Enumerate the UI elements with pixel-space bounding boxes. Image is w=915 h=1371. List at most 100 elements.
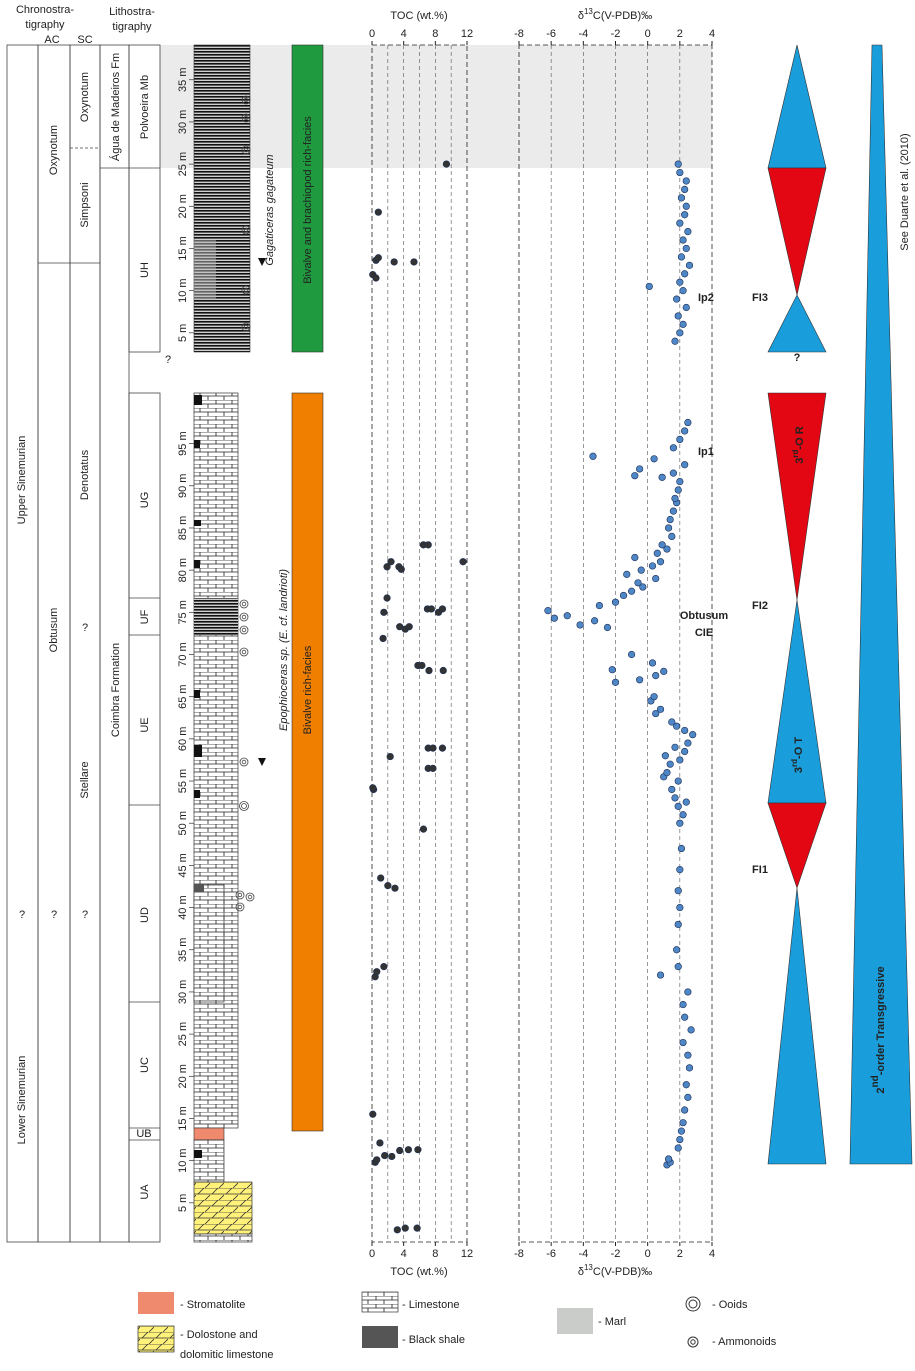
data-point [668, 785, 676, 794]
data-point [689, 731, 697, 739]
data-point [671, 743, 679, 751]
height-label: 35 m [177, 68, 189, 92]
data-point [674, 160, 682, 168]
data-point [563, 612, 571, 620]
data-point [652, 709, 660, 718]
data-point [595, 601, 604, 610]
data-point [611, 598, 620, 606]
data-point [631, 553, 639, 562]
unit: UC [139, 1057, 151, 1073]
data-point [576, 621, 584, 629]
data-point [386, 752, 394, 761]
data-point [391, 884, 399, 892]
legend-label: - Ooids [712, 1299, 748, 1311]
header: Chronostra- [16, 4, 74, 16]
zone: ? [82, 909, 88, 921]
data-point [438, 605, 447, 613]
facies-label: Bivalve rich-facies [302, 645, 314, 734]
facies-label: Bivalve and brachiopod rich-facies [302, 116, 314, 284]
annotation: CIE [695, 627, 713, 639]
data-point [383, 563, 391, 571]
legend-swatch [685, 1296, 701, 1312]
data-point [634, 579, 642, 587]
data-point [636, 465, 644, 473]
data-point [664, 524, 673, 532]
marker [258, 258, 266, 266]
header: tigraphy [112, 21, 152, 33]
data-point [544, 607, 552, 615]
column [128, 392, 161, 1243]
sequence-label: FI2 [752, 600, 768, 612]
data-point [673, 295, 681, 303]
data-point [388, 1152, 396, 1161]
data-point [590, 617, 599, 625]
data-point [681, 185, 689, 194]
data-point [666, 515, 674, 524]
data-point [652, 671, 660, 680]
annotation: Ip2 [698, 292, 714, 304]
height-label: 10 m [177, 278, 189, 302]
data-point [611, 678, 620, 686]
data-point [656, 705, 665, 713]
data-point [674, 312, 682, 320]
data-point [681, 1106, 689, 1114]
x-tick-label: -2 [611, 28, 621, 40]
header: AC [44, 34, 59, 46]
x-tick-label: 0 [369, 1248, 375, 1260]
section-shade [160, 45, 712, 168]
unit-boundaries [129, 597, 160, 1141]
axis-title: δ13C(V-PDB)‰ [578, 1263, 652, 1278]
x-tick-label: 12 [461, 1248, 473, 1260]
legend-swatch [557, 1308, 593, 1334]
data-point [550, 614, 558, 622]
data-point [589, 452, 597, 460]
legend-swatch [690, 1339, 696, 1345]
x-tick-label: -8 [514, 1248, 524, 1260]
data-point [677, 844, 686, 853]
ammonite-name: Epophioceras sp. (E. cf. landrioti) [278, 569, 290, 731]
data-point [397, 565, 405, 573]
data-point [442, 160, 451, 168]
data-point [681, 747, 689, 756]
data-point [373, 968, 381, 976]
data-point [681, 461, 689, 469]
data-point [671, 494, 679, 503]
data-point [645, 282, 653, 291]
x-tick-label: 12 [461, 28, 473, 40]
x-tick-label: -2 [611, 1248, 621, 1260]
data-point [669, 469, 678, 477]
data-point [374, 254, 382, 262]
legend-label: - Ammonoids [712, 1336, 777, 1348]
height-label: 5 m [177, 324, 189, 342]
data-point [405, 623, 413, 631]
data-point [679, 1000, 687, 1009]
data-point [413, 1224, 421, 1232]
data-point [627, 650, 636, 659]
zone: ? [82, 622, 88, 634]
zone: Oxynotum [79, 72, 91, 122]
data-point [369, 784, 377, 792]
unit: UF [139, 609, 151, 624]
x-tick-label: 8 [432, 1248, 438, 1260]
data-point [676, 168, 684, 177]
height-label: 25 m [177, 1022, 189, 1046]
data-point [682, 202, 690, 210]
data-point [636, 676, 644, 684]
data-point [682, 303, 690, 312]
height-label: 60 m [177, 727, 189, 751]
data-point [438, 744, 447, 752]
data-point [390, 258, 398, 266]
data-point [660, 667, 668, 675]
x-tick-label: 4 [709, 28, 715, 40]
data-point [608, 666, 616, 674]
unit: UD [139, 907, 151, 923]
data-point [679, 320, 687, 328]
data-point [685, 1064, 694, 1072]
stage: Upper Sinemurian [16, 436, 28, 525]
data-point [419, 825, 428, 833]
data-point [674, 486, 682, 494]
data-point [676, 435, 684, 443]
zone: Stellare [79, 761, 91, 798]
data-point [664, 1155, 673, 1163]
